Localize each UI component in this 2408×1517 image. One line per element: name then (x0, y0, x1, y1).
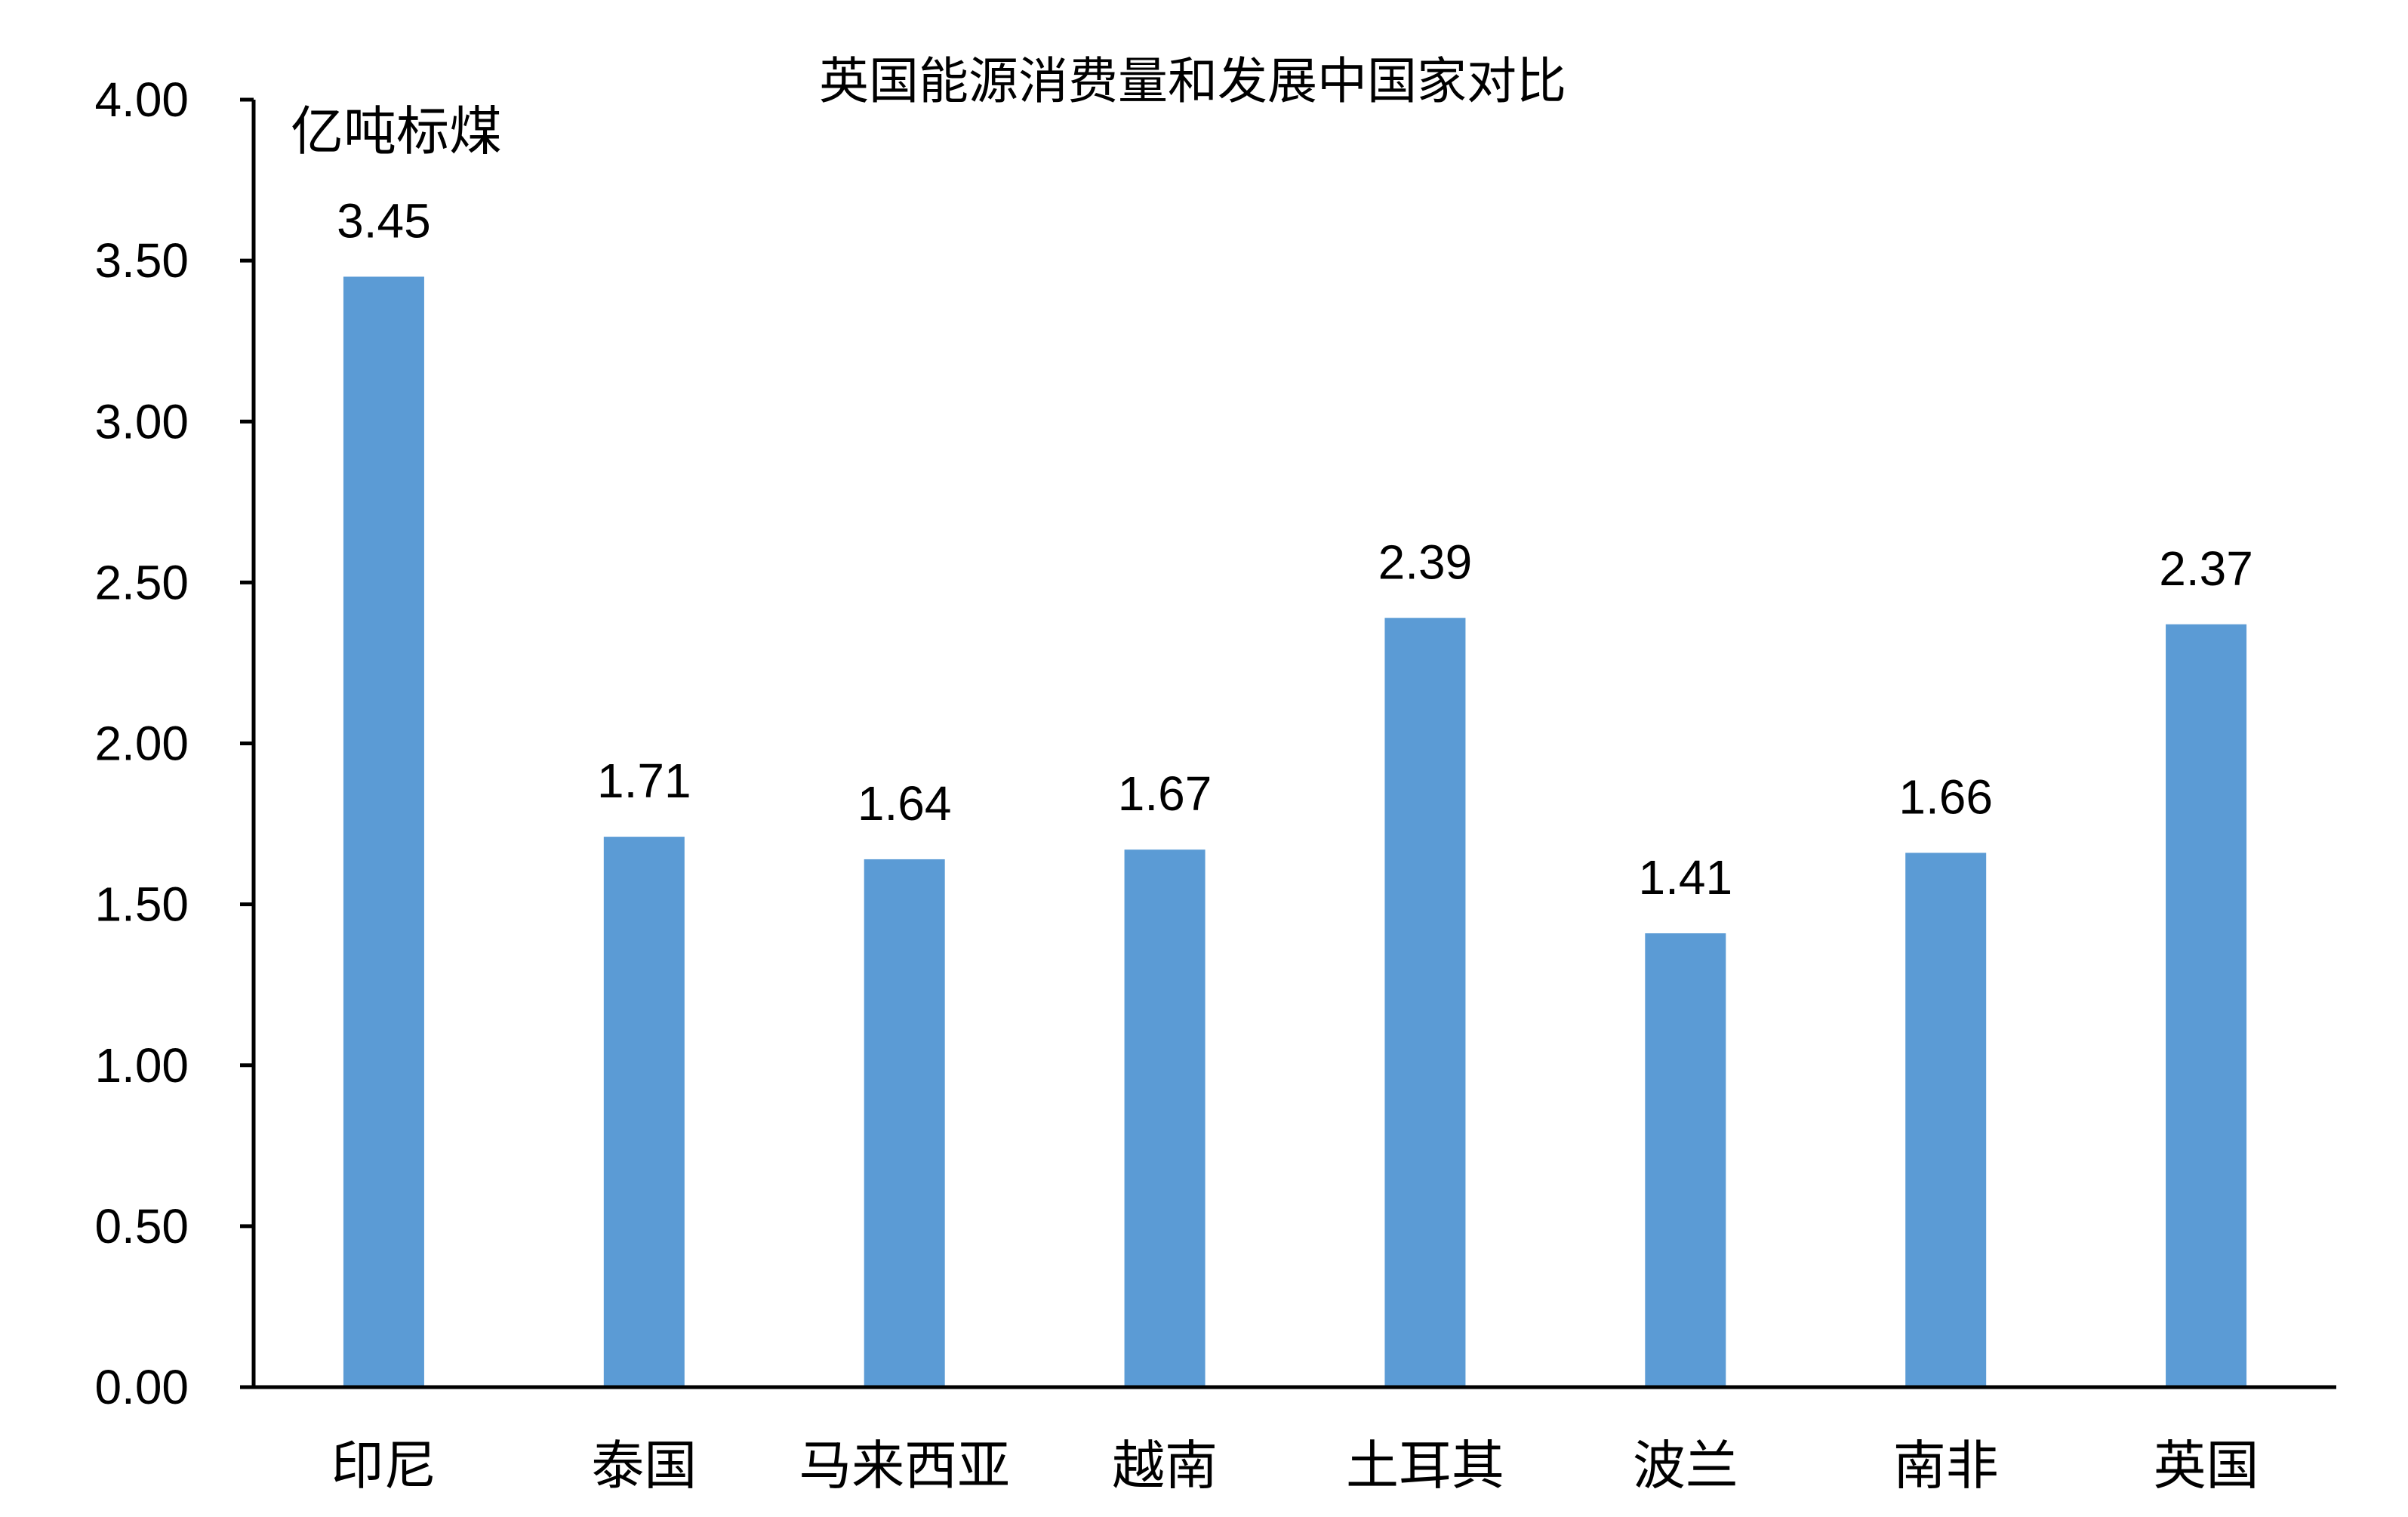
bar (343, 276, 424, 1387)
y-tick-label: 3.00 (94, 394, 189, 449)
y-tick-label: 0.50 (94, 1199, 189, 1253)
y-tick-label: 2.00 (94, 717, 189, 771)
bar (1384, 618, 1466, 1387)
y-tick-label: 0.00 (94, 1360, 189, 1414)
y-axis-unit-label: 亿吨标煤 (291, 100, 502, 162)
y-axis-ticks: 0.00 0.50 1.00 1.50 2.00 2.50 3.00 3.50 4.00 (94, 72, 254, 1414)
y-tick-label: 2.50 (94, 555, 189, 609)
x-category-label: 马来西亚 (799, 1435, 1010, 1497)
bar-data-label: 1.66 (1898, 769, 1993, 824)
bar (603, 837, 685, 1387)
bars-group (343, 276, 2247, 1387)
y-tick-label: 3.50 (94, 233, 189, 288)
bar-data-label: 1.41 (1639, 850, 1733, 905)
bar (864, 859, 945, 1387)
bar (1645, 933, 1726, 1387)
y-tick-label: 1.50 (94, 877, 189, 932)
bar-data-label: 1.64 (858, 776, 952, 831)
bar-data-label: 1.71 (597, 754, 691, 808)
x-category-label: 印尼 (331, 1435, 436, 1497)
bar-data-label: 1.67 (1118, 766, 1212, 821)
y-tick-label: 4.00 (94, 72, 189, 127)
x-category-label: 土耳其 (1346, 1435, 1504, 1497)
x-axis-labels-group: 印尼 泰国 马来西亚 越南 土耳其 波兰 南非 英国 (331, 1435, 2259, 1497)
bar (1124, 849, 1206, 1387)
data-labels-group: 3.45 1.71 1.64 1.67 2.39 1.41 1.66 2.37 (337, 193, 2253, 905)
chart-title: 英国能源消费量和发展中国家对比 (819, 52, 1566, 110)
y-tick-label: 1.00 (94, 1038, 189, 1093)
bar (1905, 853, 1987, 1387)
bar-data-label: 2.37 (2159, 541, 2253, 596)
x-category-label: 越南 (1112, 1435, 1218, 1497)
bar-data-label: 3.45 (337, 193, 431, 248)
x-category-label: 泰国 (591, 1435, 697, 1497)
x-category-label: 波兰 (1633, 1435, 1738, 1497)
x-category-label: 南非 (1893, 1435, 1999, 1497)
bar-data-label: 2.39 (1378, 535, 1473, 589)
bar (2166, 624, 2247, 1387)
x-category-label: 英国 (2154, 1435, 2259, 1497)
